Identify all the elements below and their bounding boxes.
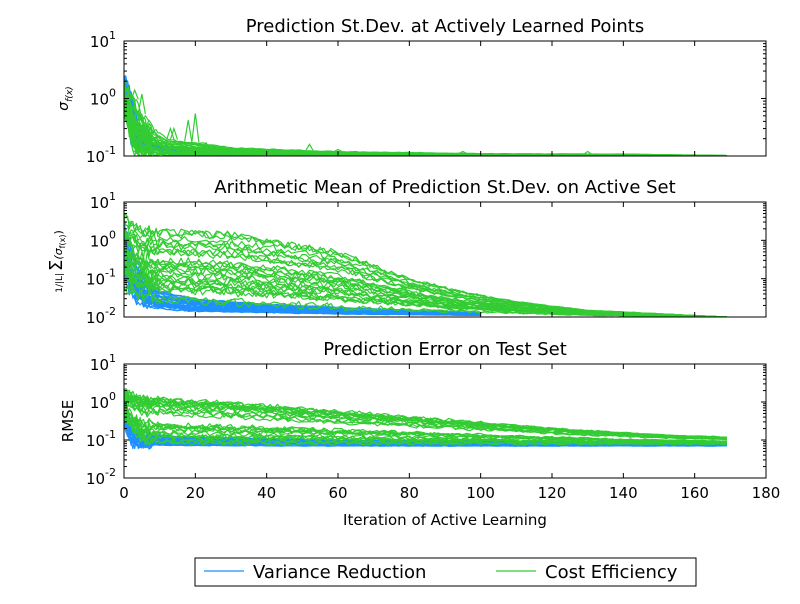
legend-label-cost-efficiency: Cost Efficiency: [545, 562, 678, 583]
series-spike: [130, 88, 139, 100]
chart-panel-2: Arithmetic Mean of Prediction St.Dev. on…: [46, 177, 767, 327]
legend: Variance Reduction Cost Efficiency: [194, 557, 697, 587]
series-cost-efficiency: [124, 80, 727, 156]
x-tick-label: 20: [186, 484, 205, 502]
y-axis-label: RMSE: [59, 400, 77, 442]
series-line: [124, 80, 727, 156]
series-cost-efficiency: [124, 387, 727, 447]
y-tick-label: 10-2: [86, 305, 116, 327]
plot-frame: [123, 201, 767, 318]
series-spike: [305, 143, 314, 151]
y-tick-label: 10-1: [86, 428, 116, 450]
y-axis-label: σf(x): [56, 86, 75, 110]
series-line: [124, 96, 727, 156]
y-axis-label: 1/|L|Σ(σf(x)): [46, 230, 67, 293]
series-group: [124, 387, 727, 450]
series-line: [124, 389, 727, 439]
series-line: [124, 394, 727, 439]
series-line: [124, 406, 727, 443]
x-tick-label: 0: [119, 484, 129, 502]
plot-frame: [123, 40, 767, 157]
series-line: [124, 416, 727, 448]
chart-panel-1: Prediction St.Dev. at Actively Learned P…: [56, 16, 767, 166]
legend-label-variance-reduction: Variance Reduction: [253, 562, 426, 583]
x-tick-label: 80: [400, 484, 419, 502]
y-tick-label: 10-2: [86, 466, 116, 488]
series-spike: [137, 93, 146, 115]
series-spike: [198, 142, 207, 145]
chart-title: Prediction Error on Test Set: [323, 339, 567, 360]
x-tick-label: 120: [538, 484, 567, 502]
series-line: [124, 392, 727, 440]
series-spike: [583, 150, 592, 155]
series-spike: [458, 150, 467, 154]
series-line: [124, 387, 727, 439]
y-tick-label: 100: [90, 228, 116, 250]
x-axis-label: Iteration of Active Learning: [343, 511, 547, 529]
series-line: [124, 285, 727, 317]
y-tick-label: 101: [90, 190, 116, 212]
legend-frame: [194, 557, 697, 587]
plot-frame: [123, 363, 767, 479]
series-line: [124, 212, 727, 317]
series-spike: [166, 126, 175, 140]
x-tick-label: 160: [680, 484, 709, 502]
x-tick-label: 60: [328, 484, 347, 502]
x-tick-label: 40: [257, 484, 276, 502]
series-group: [124, 75, 727, 156]
chart-title: Prediction St.Dev. at Actively Learned P…: [246, 16, 644, 37]
series-cost-efficiency: [124, 212, 727, 317]
y-tick-label: 100: [90, 87, 116, 109]
series-spike: [169, 126, 179, 140]
y-tick-label: 10-1: [86, 267, 116, 289]
series-line: [124, 399, 727, 441]
series-line: [124, 257, 727, 317]
series-group: [124, 212, 727, 317]
x-tick-label: 100: [466, 484, 495, 502]
chart-panel-3: Prediction Error on Test Set 10-2 10-1 100 1…: [59, 339, 780, 529]
series-spike: [184, 120, 193, 142]
y-tick-label: 101: [90, 352, 116, 374]
y-tick-label: 101: [90, 29, 116, 51]
series-spike: [141, 114, 150, 122]
series-line: [124, 388, 727, 439]
x-tick-label: 140: [609, 484, 638, 502]
series-line: [124, 414, 727, 444]
series-spike: [191, 113, 200, 143]
series-line: [124, 417, 727, 447]
x-tick-label: 180: [752, 484, 781, 502]
chart-title: Arithmetic Mean of Prediction St.Dev. on…: [214, 177, 675, 198]
y-tick-label: 100: [90, 390, 116, 412]
series-line: [124, 269, 481, 316]
series-spike: [334, 148, 342, 152]
y-tick-label: 10-1: [86, 144, 116, 166]
